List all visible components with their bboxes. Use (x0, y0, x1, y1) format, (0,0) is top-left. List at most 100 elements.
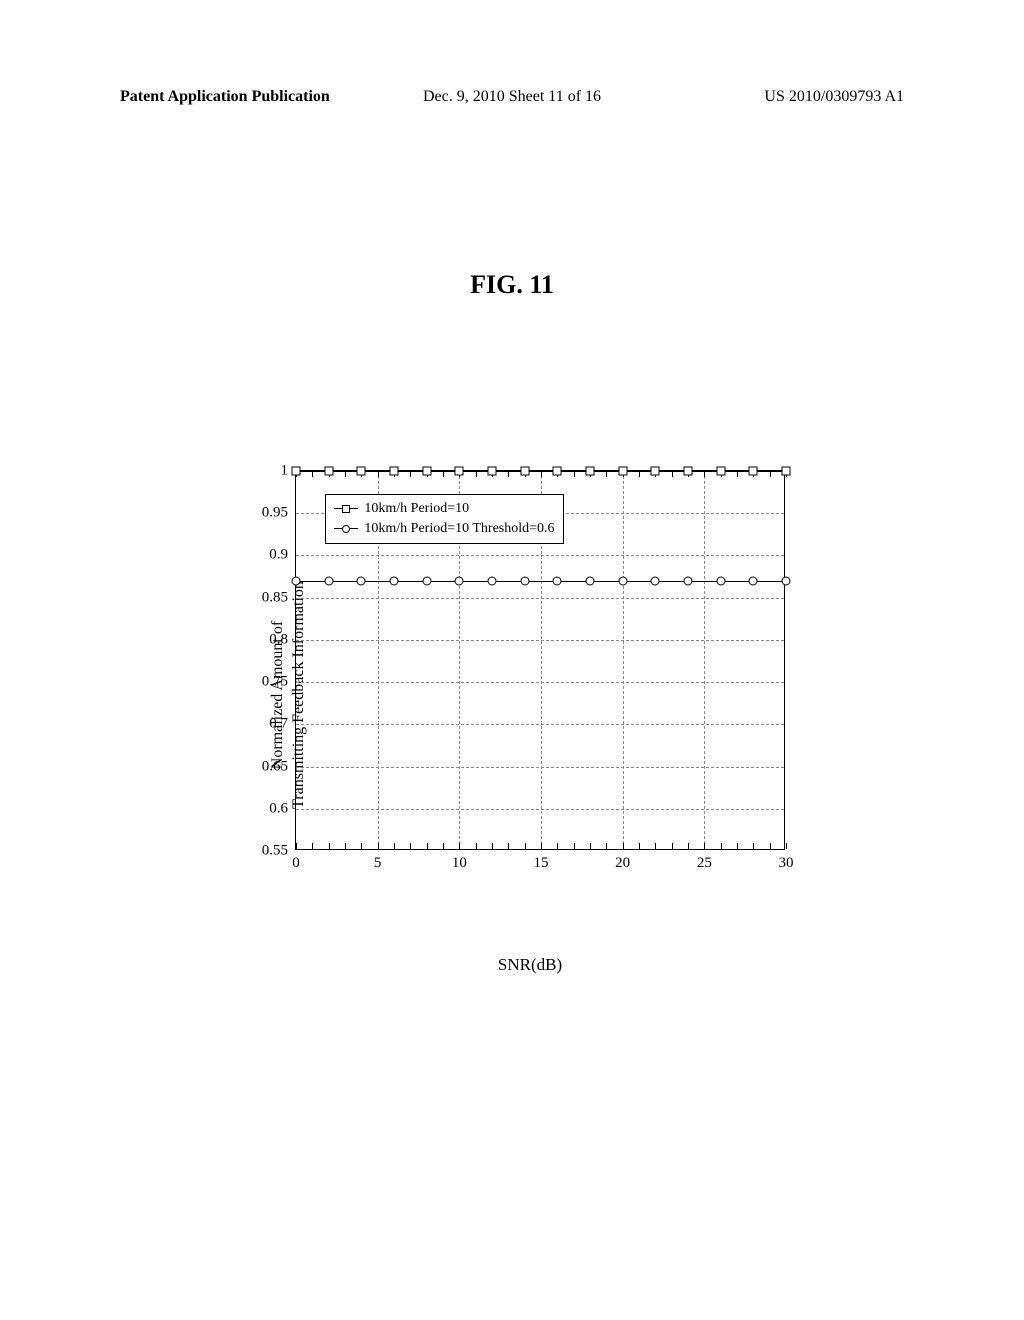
data-point-circle (520, 576, 529, 585)
data-point-circle (488, 576, 497, 585)
grid-line-vertical (704, 471, 705, 849)
grid-line-horizontal (296, 555, 784, 556)
tick-mark (492, 843, 493, 849)
tick-mark (427, 843, 428, 849)
legend-marker-square-icon (334, 505, 358, 513)
tick-mark (606, 843, 607, 849)
data-point-circle (749, 576, 758, 585)
data-point-square (324, 467, 333, 476)
data-point-square (651, 467, 660, 476)
tick-mark (296, 843, 297, 849)
data-point-circle (357, 576, 366, 585)
figure-title: FIG. 11 (470, 270, 554, 300)
data-point-circle (422, 576, 431, 585)
x-tick-label: 30 (779, 855, 794, 872)
data-point-circle (292, 576, 301, 585)
header-center-text: Dec. 9, 2010 Sheet 11 of 16 (423, 88, 601, 106)
y-tick-label: 0.7 (269, 716, 288, 733)
data-point-square (684, 467, 693, 476)
data-point-square (749, 467, 758, 476)
x-tick-label: 15 (534, 855, 549, 872)
grid-line-horizontal (296, 640, 784, 641)
x-axis-label: SNR(dB) (498, 955, 562, 975)
grid-line-horizontal (296, 724, 784, 725)
data-point-circle (455, 576, 464, 585)
tick-mark (737, 843, 738, 849)
data-point-circle (586, 576, 595, 585)
tick-mark (312, 843, 313, 849)
tick-mark (721, 843, 722, 849)
y-tick-label: 0.85 (262, 589, 288, 606)
x-tick-label: 10 (452, 855, 467, 872)
data-point-square (357, 467, 366, 476)
y-tick-label: 0.75 (262, 674, 288, 691)
x-tick-label: 0 (292, 855, 300, 872)
y-tick-label: 0.8 (269, 631, 288, 648)
tick-mark (672, 843, 673, 849)
tick-mark (639, 843, 640, 849)
data-point-square (782, 467, 791, 476)
data-point-circle (651, 576, 660, 585)
x-tick-label: 25 (697, 855, 712, 872)
tick-mark (410, 843, 411, 849)
tick-mark (459, 843, 460, 849)
tick-mark (786, 843, 787, 849)
tick-mark (704, 843, 705, 849)
grid-line-horizontal (296, 598, 784, 599)
grid-line-vertical (623, 471, 624, 849)
legend-label: 10km/h Period=10 Threshold=0.6 (364, 521, 554, 537)
data-point-square (422, 467, 431, 476)
tick-mark (525, 843, 526, 849)
y-tick-label: 1 (281, 463, 289, 480)
tick-mark (655, 843, 656, 849)
legend-item: 10km/h Period=10 (334, 499, 554, 519)
tick-mark (753, 843, 754, 849)
data-point-circle (618, 576, 627, 585)
legend-marker-circle-icon (334, 525, 358, 533)
data-point-square (586, 467, 595, 476)
data-point-circle (553, 576, 562, 585)
data-point-square (553, 467, 562, 476)
tick-mark (770, 843, 771, 849)
tick-mark (394, 843, 395, 849)
y-tick-label: 0.95 (262, 505, 288, 522)
tick-mark (329, 843, 330, 849)
plot-area: 10km/h Period=10 10km/h Period=10 Thresho… (295, 470, 785, 850)
data-point-circle (390, 576, 399, 585)
data-point-square (618, 467, 627, 476)
x-tick-label: 5 (374, 855, 382, 872)
legend-item: 10km/h Period=10 Threshold=0.6 (334, 519, 554, 539)
series-line-square (296, 471, 786, 472)
data-point-circle (782, 576, 791, 585)
tick-mark (623, 843, 624, 849)
tick-mark (574, 843, 575, 849)
data-point-circle (684, 576, 693, 585)
tick-mark (378, 843, 379, 849)
chart-container: Normalized Amount of Transmitting Feedba… (230, 470, 830, 920)
y-tick-label: 0.9 (269, 547, 288, 564)
series-line-circle (296, 581, 786, 582)
x-tick-label: 20 (615, 855, 630, 872)
tick-mark (557, 843, 558, 849)
legend-box: 10km/h Period=10 10km/h Period=10 Thresho… (325, 494, 563, 544)
header-left-text: Patent Application Publication (120, 88, 330, 106)
legend-label: 10km/h Period=10 (364, 501, 469, 517)
y-tick-label: 0.6 (269, 800, 288, 817)
grid-line-horizontal (296, 767, 784, 768)
tick-mark (476, 843, 477, 849)
tick-mark (590, 843, 591, 849)
data-point-square (390, 467, 399, 476)
data-point-circle (716, 576, 725, 585)
y-tick-label: 0.55 (262, 843, 288, 860)
grid-line-horizontal (296, 682, 784, 683)
tick-mark (541, 843, 542, 849)
header-right-text: US 2010/0309793 A1 (764, 88, 904, 106)
data-point-square (292, 467, 301, 476)
y-tick-label: 0.65 (262, 758, 288, 775)
tick-mark (361, 843, 362, 849)
data-point-square (455, 467, 464, 476)
tick-mark (508, 843, 509, 849)
data-point-square (520, 467, 529, 476)
tick-mark (688, 843, 689, 849)
tick-mark (345, 843, 346, 849)
